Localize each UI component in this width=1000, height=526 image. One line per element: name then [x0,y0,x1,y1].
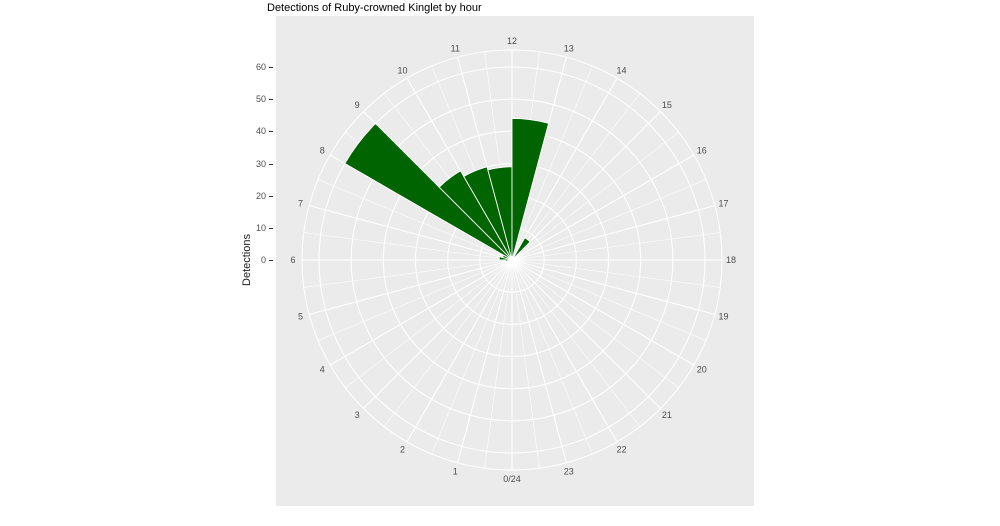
hour-label-18: 18 [726,255,736,265]
grid-spoke-minor [511,93,641,261]
grid-spoke-major [309,205,513,261]
hour-label-20: 20 [697,365,707,375]
grid-spoke-minor [511,179,707,261]
hour-label-12: 12 [507,36,517,46]
grid-spoke-minor [511,131,679,261]
hour-label-15: 15 [662,100,672,110]
grid-spoke-major [511,259,567,463]
ytick-mark [269,99,273,101]
ytick-label-10: 10 [255,222,266,233]
grid-spoke-minor [511,232,721,261]
bar-sector-hour-9 [438,170,513,261]
hour-label-7: 7 [298,198,303,208]
bar-sector-hour-14 [511,237,531,261]
grid-spoke-minor [317,259,513,341]
grid-spoke-major [329,259,513,366]
polar-rose-chart: 0/24123456789101112131415161718192021222… [276,16,754,506]
grid-spoke-minor [511,259,593,455]
grid-spoke-minor [383,259,513,427]
hour-label-10: 10 [397,65,407,75]
grid-spoke-major [511,205,715,261]
grid-spoke-minor [317,179,513,261]
hour-label-22: 22 [616,445,626,455]
hour-label-5: 5 [298,312,303,322]
bar-sector-hour-12 [511,118,550,261]
grid-spoke-minor [511,259,679,389]
hour-label-2: 2 [400,445,405,455]
grid-spoke-minor [303,232,513,261]
grid-spoke-minor [345,259,513,389]
ytick-mark [269,163,273,165]
grid-spoke-major [309,259,513,315]
grid-spoke-minor [511,259,540,469]
hour-label-8: 8 [320,146,325,156]
hour-label-1: 1 [453,467,458,477]
ytick-label-50: 50 [255,94,266,105]
hour-label-17: 17 [718,198,728,208]
grid-spoke-major [511,154,695,261]
grid-spoke-minor [511,259,707,341]
grid-spoke-minor [511,259,721,288]
hour-label-19: 19 [718,312,728,322]
hour-label-14: 14 [616,65,626,75]
grid-spoke-minor [431,259,513,455]
hour-label-9: 9 [355,100,360,110]
grid-spoke-major [511,77,618,261]
hour-label-13: 13 [564,44,574,54]
ytick-mark [269,131,273,133]
grid-spoke-major [457,259,513,463]
grid-spoke-minor [511,259,641,427]
grid-spoke-minor [511,65,593,261]
ytick-label-40: 40 [255,126,266,137]
grid-spoke-major [511,111,661,261]
ytick-label-60: 60 [255,62,266,72]
grid-spoke-major [363,259,513,409]
ytick-mark [269,227,273,229]
hour-label-21: 21 [662,410,672,420]
hour-label-11: 11 [451,44,460,54]
grid-spoke-major [406,259,513,443]
bar-sector-hour-10 [463,166,513,261]
ytick-mark [269,195,273,197]
hour-label-3: 3 [355,410,360,420]
grid-spoke-major [511,259,661,409]
hour-label-4: 4 [320,365,325,375]
ytick-label-30: 30 [255,158,266,169]
hour-label-23: 23 [564,467,574,477]
grid-spoke-major [511,259,695,366]
grid-spoke-major [511,259,715,315]
ytick-mark [269,260,273,261]
hour-label-16: 16 [697,146,707,156]
ytick-label-20: 20 [255,190,266,201]
plot-title: Detections of Ruby-crowned Kinglet by ho… [267,2,482,14]
bar-sector-hour-8 [344,122,513,261]
ytick-mark [269,67,273,68]
hour-label-0: 0/24 [503,474,521,484]
ytick-label-0: 0 [260,255,266,265]
hour-label-6: 6 [290,255,295,265]
grid-spoke-minor [484,259,513,469]
grid-spoke-minor [303,259,513,288]
grid-spoke-major [511,259,618,443]
